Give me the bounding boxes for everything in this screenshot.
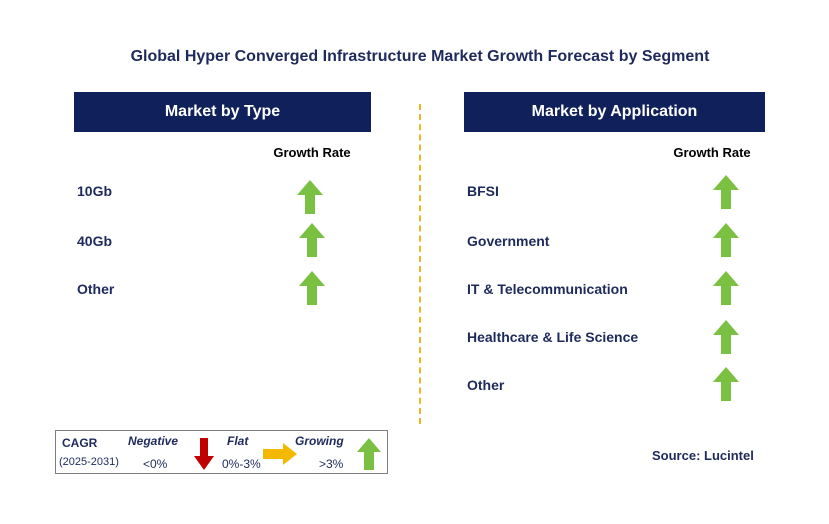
application-row-label-it-telecom: IT & Telecommunication	[467, 281, 628, 297]
up-arrow-icon	[713, 367, 739, 401]
application-row-label-other: Other	[467, 377, 505, 393]
application-row-label-healthcare: Healthcare & Life Science	[467, 329, 639, 345]
up-arrow-icon	[297, 180, 323, 214]
cagr-legend	[55, 430, 388, 474]
down-arrow-icon	[194, 438, 214, 470]
legend-flat-range: 0%-3%	[222, 457, 261, 471]
up-arrow-icon	[299, 271, 325, 305]
application-row-label-government: Government	[467, 233, 550, 249]
source-label: Source: Lucintel	[652, 448, 754, 463]
legend-cagr-label: CAGR	[62, 436, 98, 450]
up-arrow-icon	[713, 175, 739, 209]
up-arrow-icon	[299, 223, 325, 257]
legend-growing-label: Growing	[295, 434, 344, 448]
up-arrow-icon	[713, 271, 739, 305]
market-by-application-header: Market by Application	[464, 92, 765, 132]
type-row-label-10gb: 10Gb	[77, 183, 113, 199]
up-arrow-icon	[713, 320, 739, 354]
type-row-label-40gb: 40Gb	[77, 233, 113, 249]
page-title: Global Hyper Converged Infrastructure Ma…	[130, 48, 710, 65]
application-row-label-bfsi: BFSI	[467, 183, 499, 199]
panel-divider	[419, 104, 421, 424]
right-arrow-icon	[263, 443, 297, 465]
legend-negative-range: <0%	[143, 457, 168, 471]
type-row-label-other: Other	[77, 281, 115, 297]
legend-growing-range: >3%	[319, 457, 344, 471]
right-growth-rate-label: Growth Rate	[673, 145, 751, 160]
up-arrow-icon	[713, 223, 739, 257]
left-growth-rate-label: Growth Rate	[273, 145, 351, 160]
legend-period-label: (2025-2031)	[59, 456, 119, 468]
legend-negative-label: Negative	[128, 434, 179, 448]
up-arrow-icon	[357, 438, 381, 470]
market-by-type-header: Market by Type	[74, 92, 371, 132]
legend-flat-label: Flat	[227, 434, 249, 448]
